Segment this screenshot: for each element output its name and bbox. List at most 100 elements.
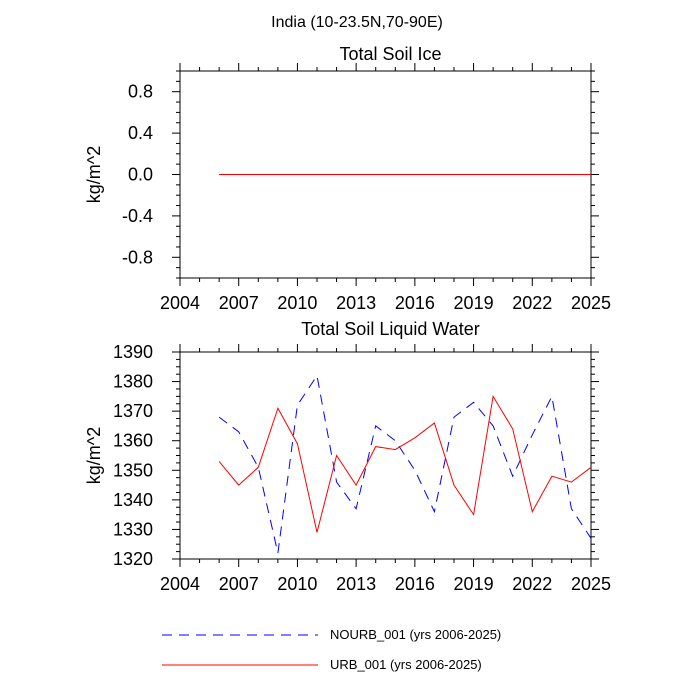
y-tick-label-1-7: 1390 xyxy=(113,342,153,362)
data-point-nourb-1-2013 xyxy=(355,508,357,510)
y-tick-label-1-2: 1340 xyxy=(113,490,153,510)
x-tick-label-1-2025: 2025 xyxy=(571,574,611,594)
data-point-urb-0-2024 xyxy=(570,173,572,175)
data-point-urb-0-2014 xyxy=(375,173,377,175)
data-point-urb-0-2012 xyxy=(335,173,337,175)
data-point-nourb-1-2025 xyxy=(590,537,592,539)
y-tick-label-0-4: 0.8 xyxy=(128,82,153,102)
data-point-urb-1-2020 xyxy=(492,395,494,397)
data-point-urb-1-2017 xyxy=(433,422,435,424)
data-point-urb-1-2016 xyxy=(414,437,416,439)
y-tick-label-1-6: 1380 xyxy=(113,372,153,392)
data-point-nourb-1-2011 xyxy=(316,375,318,377)
data-point-urb-1-2010 xyxy=(296,443,298,445)
legend-label-urb: URB_001 (yrs 2006-2025) xyxy=(330,657,482,672)
y-axis-label-0: kg/m^2 xyxy=(84,146,104,203)
x-tick-label-1-2016: 2016 xyxy=(395,574,435,594)
y-tick-label-1-3: 1350 xyxy=(113,460,153,480)
data-point-nourb-1-2018 xyxy=(453,416,455,418)
data-point-urb-0-2020 xyxy=(492,173,494,175)
data-point-urb-0-2023 xyxy=(551,173,553,175)
y-tick-label-0-3: 0.4 xyxy=(128,123,153,143)
x-tick-label-0-2019: 2019 xyxy=(454,293,494,313)
x-tick-label-0-2013: 2013 xyxy=(336,293,376,313)
data-point-urb-1-2008 xyxy=(257,466,259,468)
data-point-urb-1-2023 xyxy=(551,475,553,477)
data-point-urb-1-2019 xyxy=(472,513,474,515)
data-point-nourb-1-2006 xyxy=(218,416,220,418)
data-point-urb-0-2016 xyxy=(414,173,416,175)
data-point-nourb-1-2009 xyxy=(277,552,279,554)
x-tick-label-0-2016: 2016 xyxy=(395,293,435,313)
data-point-urb-0-2018 xyxy=(453,173,455,175)
data-point-urb-1-2013 xyxy=(355,484,357,486)
data-point-nourb-1-2019 xyxy=(472,401,474,403)
data-point-nourb-1-2010 xyxy=(296,404,298,406)
x-tick-label-1-2019: 2019 xyxy=(454,574,494,594)
chart-title-0: Total Soil Ice xyxy=(339,44,441,64)
data-point-urb-0-2010 xyxy=(296,173,298,175)
x-tick-label-1-2010: 2010 xyxy=(277,574,317,594)
legend: NOURB_001 (yrs 2006-2025) URB_001 (yrs 2… xyxy=(162,627,501,672)
data-point-urb-1-2011 xyxy=(316,531,318,533)
y-tick-label-1-0: 1320 xyxy=(113,549,153,569)
y-tick-label-0-2: 0.0 xyxy=(128,165,153,185)
x-tick-label-0-2004: 2004 xyxy=(160,293,200,313)
panel-total-soil-ice: Total Soil Ice kg/m^2 2004 2007 2010 2013 2016… xyxy=(84,44,611,313)
data-point-urb-0-2013 xyxy=(355,173,357,175)
data-point-urb-1-2022 xyxy=(531,511,533,513)
data-point-urb-0-2011 xyxy=(316,173,318,175)
data-point-nourb-1-2016 xyxy=(414,469,416,471)
data-point-urb-1-2018 xyxy=(453,484,455,486)
data-point-urb-1-2021 xyxy=(512,428,514,430)
legend-label-nourb: NOURB_001 (yrs 2006-2025) xyxy=(330,627,501,642)
data-point-nourb-1-2014 xyxy=(375,425,377,427)
data-point-urb-0-2015 xyxy=(394,173,396,175)
data-point-nourb-1-2024 xyxy=(570,508,572,510)
x-tick-label-1-2022: 2022 xyxy=(512,574,552,594)
figure-suptitle: India (10-23.5N,70-90E) xyxy=(271,14,443,31)
y-tick-label-0-0: -0.8 xyxy=(122,247,153,267)
data-point-urb-0-2021 xyxy=(512,173,514,175)
data-point-nourb-1-2017 xyxy=(433,511,435,513)
y-tick-label-0-1: -0.4 xyxy=(122,206,153,226)
data-point-nourb-1-2021 xyxy=(512,475,514,477)
y-tick-label-1-5: 1370 xyxy=(113,401,153,421)
series-line-urb-1 xyxy=(218,394,592,533)
data-point-urb-1-2006 xyxy=(218,460,220,462)
x-tick-label-1-2013: 2013 xyxy=(336,574,376,594)
data-point-nourb-1-2012 xyxy=(335,481,337,483)
data-point-urb-1-2012 xyxy=(335,454,337,456)
data-point-urb-1-2024 xyxy=(570,481,572,483)
y-tick-label-1-1: 1330 xyxy=(113,519,153,539)
x-tick-label-0-2025: 2025 xyxy=(571,293,611,313)
data-point-urb-1-2009 xyxy=(277,407,279,409)
x-tick-label-0-2007: 2007 xyxy=(219,293,259,313)
x-tick-label-0-2022: 2022 xyxy=(512,293,552,313)
data-point-urb-0-2022 xyxy=(531,173,533,175)
data-point-urb-1-2014 xyxy=(375,445,377,447)
data-point-urb-0-2009 xyxy=(277,173,279,175)
series-line-nourb-1 xyxy=(218,374,592,554)
plot-frame-1 xyxy=(179,351,592,560)
data-point-urb-1-2025 xyxy=(590,466,592,468)
data-point-nourb-1-2023 xyxy=(551,395,553,397)
data-point-urb-0-2007 xyxy=(238,173,240,175)
data-point-urb-0-2008 xyxy=(257,173,259,175)
chart-title-1: Total Soil Liquid Water xyxy=(301,319,479,339)
data-point-nourb-1-2020 xyxy=(492,425,494,427)
y-tick-label-1-4: 1360 xyxy=(113,431,153,451)
x-tick-label-1-2004: 2004 xyxy=(160,574,200,594)
data-point-urb-0-2025 xyxy=(590,173,592,175)
data-point-urb-0-2017 xyxy=(433,173,435,175)
data-point-urb-0-2019 xyxy=(472,173,474,175)
data-point-nourb-1-2015 xyxy=(394,440,396,442)
data-point-urb-1-2015 xyxy=(394,448,396,450)
x-tick-label-1-2007: 2007 xyxy=(219,574,259,594)
panel-total-soil-liquid-water: Total Soil Liquid Water kg/m^2 2004 2007 201… xyxy=(84,319,611,594)
data-point-urb-1-2007 xyxy=(238,484,240,486)
y-axis-label-1: kg/m^2 xyxy=(84,427,104,484)
data-point-urb-0-2006 xyxy=(218,173,220,175)
data-point-nourb-1-2007 xyxy=(238,431,240,433)
